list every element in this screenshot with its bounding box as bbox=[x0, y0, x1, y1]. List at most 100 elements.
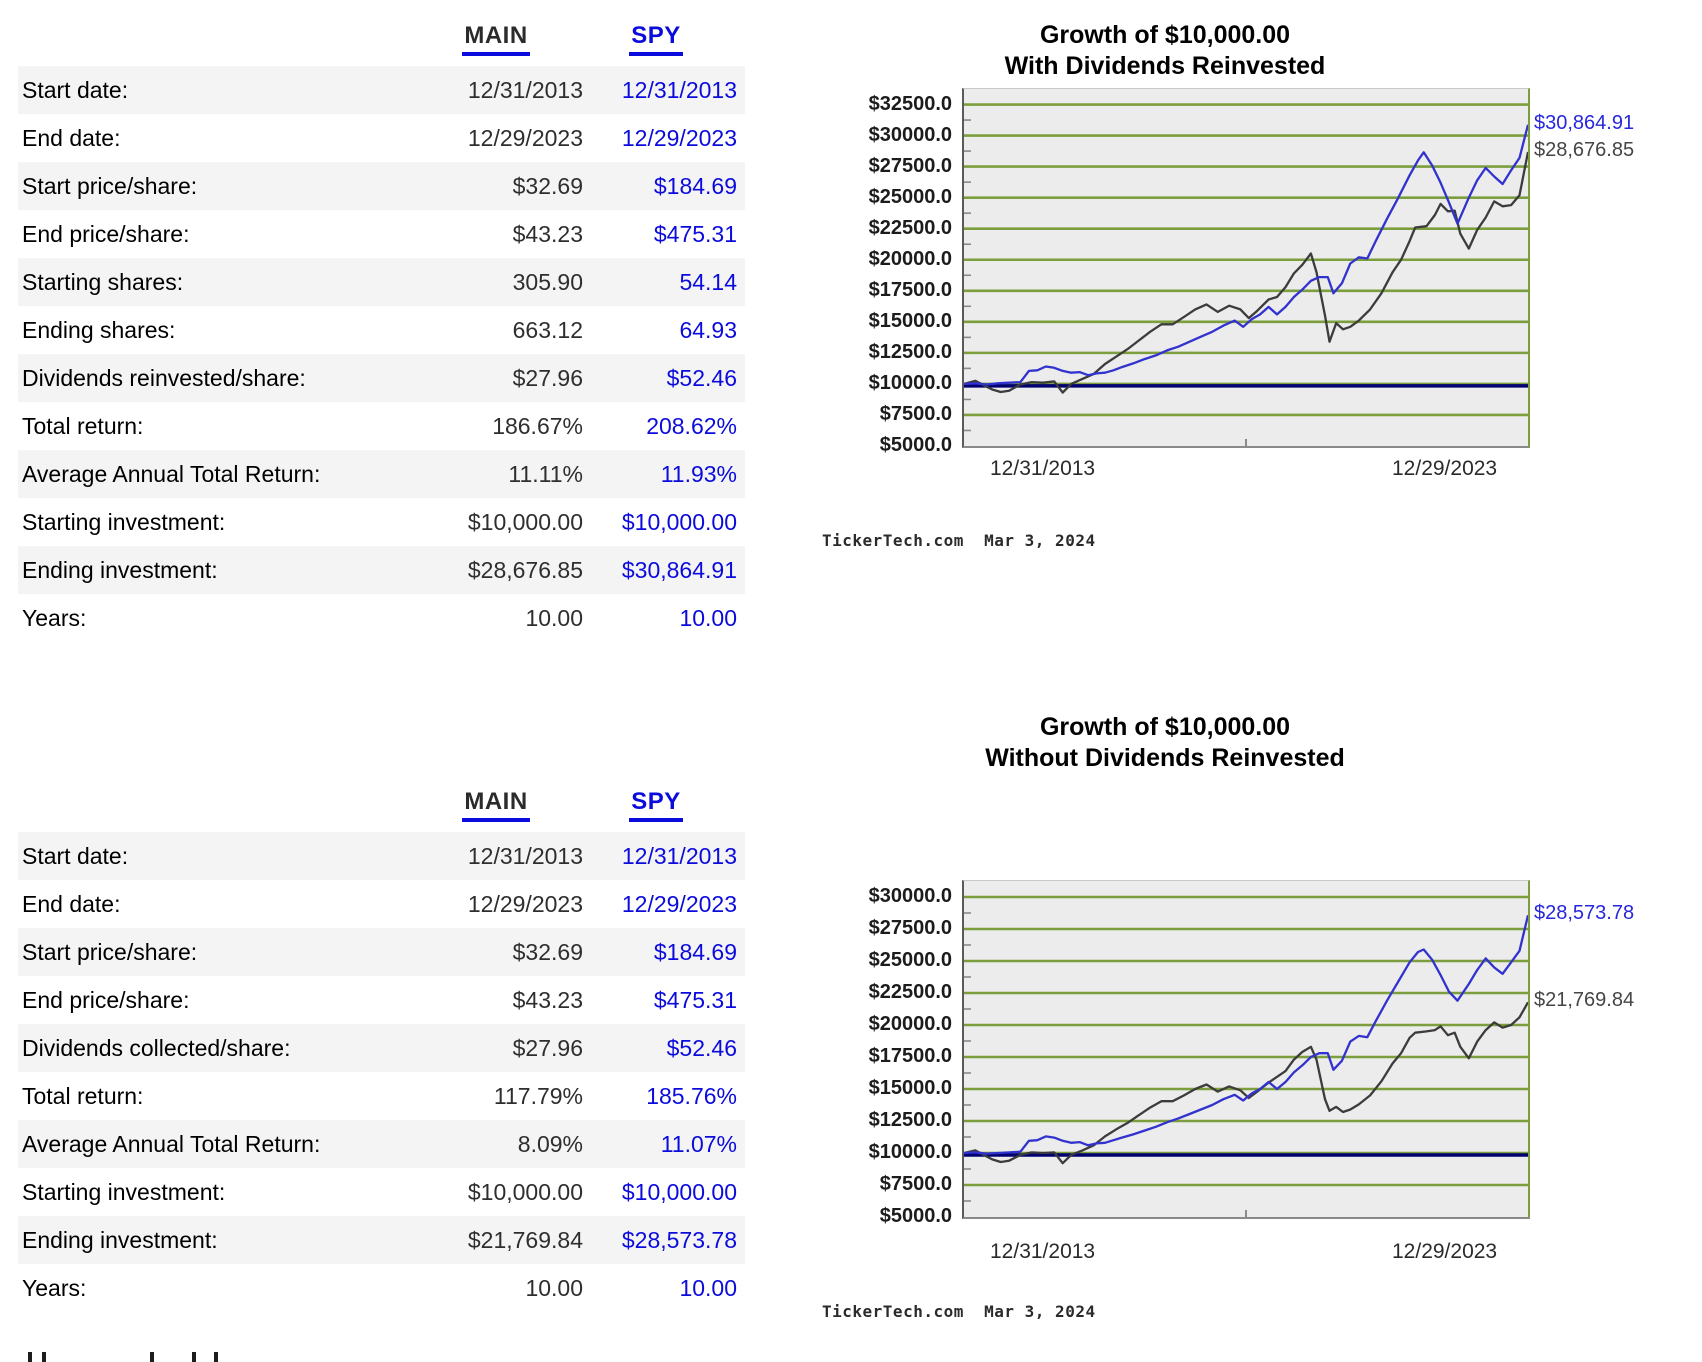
growth-line-chart bbox=[964, 895, 1528, 1217]
plot-area bbox=[962, 88, 1530, 448]
column-header-spy[interactable]: SPY bbox=[575, 788, 737, 828]
row-label: Starting shares: bbox=[22, 269, 184, 295]
y-axis-tick-label: $17500.0 bbox=[868, 1045, 952, 1067]
chart-source-credit: TickerTech.com Mar 3, 2024 bbox=[822, 1302, 1096, 1321]
row-label: Ending shares: bbox=[22, 317, 176, 343]
table-row: Dividends collected/share: $27.96 $52.46 bbox=[18, 1024, 745, 1072]
main-value: 8.09% bbox=[517, 1131, 583, 1157]
main-value: $43.23 bbox=[512, 221, 583, 247]
spy-value: 12/31/2013 bbox=[621, 843, 737, 869]
clipped-letter-mark bbox=[28, 1352, 32, 1362]
chart-source-credit: TickerTech.com Mar 3, 2024 bbox=[822, 531, 1096, 550]
table-row: Ending shares: 663.12 64.93 bbox=[18, 306, 745, 354]
spy-ending-value-annotation: $28,573.78 bbox=[1534, 902, 1635, 925]
spy-value: 11.93% bbox=[660, 461, 737, 487]
main-value: 186.67% bbox=[492, 413, 583, 439]
y-axis-tick-label: $30000.0 bbox=[868, 885, 952, 907]
row-label: End date: bbox=[22, 125, 121, 151]
spy-value: $184.69 bbox=[653, 939, 737, 965]
spy-value: $10,000.00 bbox=[621, 509, 737, 535]
main-value: 12/31/2013 bbox=[467, 77, 583, 103]
table-row: Total return: 117.79% 185.76% bbox=[18, 1072, 745, 1120]
main-series-line bbox=[964, 1001, 1528, 1165]
spy-value: 12/29/2023 bbox=[621, 891, 737, 917]
column-header-spy[interactable]: SPY bbox=[575, 22, 737, 62]
main-value: 10.00 bbox=[525, 605, 583, 631]
column-header-main[interactable]: MAIN bbox=[417, 788, 575, 828]
main-value: $27.96 bbox=[512, 1035, 583, 1061]
row-label: Average Annual Total Return: bbox=[22, 1131, 321, 1157]
y-axis-tick-label: $7500.0 bbox=[879, 1173, 952, 1195]
y-axis-tick-label: $20000.0 bbox=[868, 247, 952, 270]
main-value: 12/31/2013 bbox=[467, 843, 583, 869]
table-row: End date: 12/29/2023 12/29/2023 bbox=[18, 880, 745, 928]
main-value: 305.90 bbox=[512, 269, 583, 295]
row-label: Total return: bbox=[22, 1083, 144, 1109]
row-label: Years: bbox=[22, 605, 87, 631]
row-label: Starting investment: bbox=[22, 1179, 226, 1205]
y-axis-tick-label: $5000.0 bbox=[879, 1205, 952, 1227]
clipped-letter-mark bbox=[192, 1352, 196, 1362]
row-label: Starting investment: bbox=[22, 509, 226, 535]
table-row: Starting investment: $10,000.00 $10,000.00 bbox=[18, 1168, 745, 1216]
chart-title: Growth of $10,000.00 With Dividends Rein… bbox=[1004, 21, 1326, 80]
main-value: $21,769.84 bbox=[467, 1227, 583, 1253]
row-label: Start price/share: bbox=[22, 939, 198, 965]
y-axis-tick-label: $5000.0 bbox=[879, 434, 952, 456]
row-label: Ending investment: bbox=[22, 1227, 218, 1253]
table-row: Total return: 186.67% 208.62% bbox=[18, 402, 745, 450]
main-value: 12/29/2023 bbox=[467, 891, 583, 917]
spy-value: $475.31 bbox=[653, 221, 737, 247]
row-label: Ending investment: bbox=[22, 557, 218, 583]
table-row: Average Annual Total Return: 8.09% 11.07% bbox=[18, 1120, 745, 1168]
main-value: $32.69 bbox=[512, 939, 583, 965]
main-value: $10,000.00 bbox=[467, 1179, 583, 1205]
table-row: End price/share: $43.23 $475.31 bbox=[18, 210, 745, 258]
y-axis-tick-label: $32500.0 bbox=[868, 92, 952, 115]
spy-series-line bbox=[964, 915, 1528, 1155]
chart-title: Growth of $10,000.00 Without Dividends R… bbox=[985, 713, 1345, 772]
main-value: $43.23 bbox=[512, 987, 583, 1013]
table-row: Start price/share: $32.69 $184.69 bbox=[18, 928, 745, 976]
spy-series-line bbox=[964, 124, 1528, 386]
x-axis-label-start: 12/31/2013 bbox=[990, 1240, 1096, 1263]
clipped-letter-mark bbox=[150, 1352, 154, 1362]
comparison-table-without-dividends: MAIN SPY Start date: 12/31/2013 12/31/2013… bbox=[18, 786, 745, 1312]
y-axis-tick-label: $10000.0 bbox=[868, 1141, 952, 1163]
table-row: End price/share: $43.23 $475.31 bbox=[18, 976, 745, 1024]
table-row: End date: 12/29/2023 12/29/2023 bbox=[18, 114, 745, 162]
main-value: 12/29/2023 bbox=[467, 125, 583, 151]
row-label: End price/share: bbox=[22, 987, 190, 1013]
spy-value: 208.62% bbox=[646, 413, 737, 439]
row-label: Start date: bbox=[22, 77, 129, 103]
spy-value: $475.31 bbox=[653, 987, 737, 1013]
table-row: Start date: 12/31/2013 12/31/2013 bbox=[18, 832, 745, 880]
table-row: Ending investment: $28,676.85 $30,864.91 bbox=[18, 546, 745, 594]
comparison-table-with-dividends: MAIN SPY Start date: 12/31/2013 12/31/2013… bbox=[18, 20, 745, 642]
row-label: End date: bbox=[22, 891, 121, 917]
main-value: 11.11% bbox=[508, 461, 583, 487]
spy-value: 11.07% bbox=[660, 1131, 737, 1157]
main-ending-value-annotation: $21,769.84 bbox=[1534, 989, 1635, 1012]
y-axis-tick-label: $27500.0 bbox=[868, 917, 952, 939]
table-row: Years: 10.00 10.00 bbox=[18, 594, 745, 642]
table-row: Dividends reinvested/share: $27.96 $52.46 bbox=[18, 354, 745, 402]
spy-value: $52.46 bbox=[666, 365, 737, 391]
spy-value: $184.69 bbox=[653, 173, 737, 199]
row-label: Total return: bbox=[22, 413, 144, 439]
table-row: Years: 10.00 10.00 bbox=[18, 1264, 745, 1312]
column-header-main[interactable]: MAIN bbox=[417, 22, 575, 62]
main-value: 117.79% bbox=[493, 1083, 583, 1109]
table-rows: Start date: 12/31/2013 12/31/2013 End date:… bbox=[18, 66, 745, 642]
main-value: $27.96 bbox=[512, 365, 583, 391]
table-row: Start date: 12/31/2013 12/31/2013 bbox=[18, 66, 745, 114]
y-axis-tick-label: $17500.0 bbox=[868, 278, 952, 301]
spy-value: 64.93 bbox=[679, 317, 737, 343]
spy-value: 12/31/2013 bbox=[621, 77, 737, 103]
y-axis-tick-label: $12500.0 bbox=[868, 340, 952, 363]
row-label: Start date: bbox=[22, 843, 129, 869]
x-axis-label-end: 12/29/2023 bbox=[1392, 1240, 1498, 1263]
x-axis-label-end: 12/29/2023 bbox=[1392, 457, 1498, 480]
y-axis-tick-label: $30000.0 bbox=[868, 123, 952, 146]
